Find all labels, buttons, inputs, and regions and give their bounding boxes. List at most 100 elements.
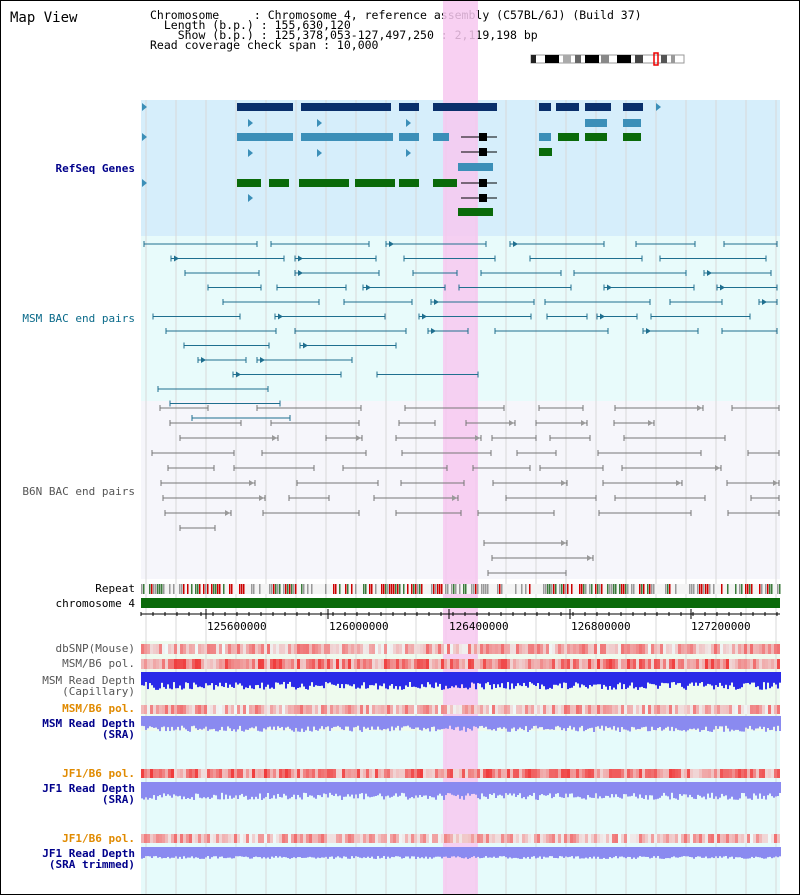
repeat-element — [627, 584, 629, 594]
polymorphism-cell — [258, 834, 261, 843]
polymorphism-cell — [204, 644, 207, 654]
repeat-element — [333, 584, 335, 594]
polymorphism-cell — [504, 644, 507, 654]
polymorphism-cell — [252, 769, 255, 778]
polymorphism-cell — [744, 644, 747, 654]
polymorphism-cell — [483, 705, 486, 714]
read-depth-bar — [457, 672, 459, 688]
polymorphism-cell — [585, 834, 588, 843]
read-depth-bar — [199, 716, 201, 729]
read-depth-bar — [545, 847, 547, 858]
polymorphism-cell — [702, 644, 705, 654]
polymorphism-cell — [207, 834, 210, 843]
ideogram-band — [661, 55, 667, 63]
read-depth-bar — [563, 847, 565, 858]
read-depth-bar — [709, 672, 711, 685]
read-depth-bar — [313, 782, 315, 798]
repeat-element — [289, 584, 291, 594]
read-depth-bar — [755, 782, 757, 796]
polymorphism-cell — [417, 659, 420, 669]
polymorphism-cell — [603, 644, 606, 654]
read-depth-bar — [569, 716, 571, 726]
polymorphism-cell — [282, 705, 285, 714]
read-depth-bar — [227, 672, 229, 688]
polymorphism-cell — [558, 644, 561, 654]
read-depth-bar — [337, 847, 339, 857]
read-depth-bar — [333, 672, 335, 685]
polymorphism-cell — [465, 644, 468, 654]
polymorphism-cell — [303, 659, 306, 669]
read-depth-bar — [679, 847, 681, 858]
read-depth-bar — [405, 782, 407, 797]
read-depth-bar — [589, 847, 591, 858]
read-depth-bar — [201, 716, 203, 730]
polymorphism-cell — [339, 659, 342, 669]
read-depth-bar — [727, 672, 729, 690]
polymorphism-cell — [603, 705, 606, 714]
read-depth-bar — [447, 847, 449, 858]
polymorphism-cell — [534, 834, 537, 843]
polymorphism-cell — [423, 644, 426, 654]
read-depth-bar — [167, 782, 169, 795]
bac-end-arrow — [260, 357, 265, 363]
repeat-element — [751, 584, 753, 594]
polymorphism-cell — [231, 659, 234, 669]
gene-exon-block — [556, 103, 579, 111]
read-depth-bar — [197, 716, 199, 730]
read-depth-bar — [163, 782, 165, 794]
polymorphism-cell — [378, 769, 381, 778]
polymorphism-cell — [714, 659, 717, 669]
read-depth-bar — [263, 672, 265, 690]
polymorphism-cell — [447, 659, 450, 669]
repeat-element — [231, 584, 233, 594]
polymorphism-cell — [351, 769, 354, 778]
polymorphism-cell — [735, 705, 738, 714]
read-depth-bar — [169, 847, 171, 859]
polymorphism-cell — [186, 769, 189, 778]
read-depth-bar — [273, 782, 275, 796]
polymorphism-cell — [222, 834, 225, 843]
polymorphism-cell — [141, 659, 144, 669]
read-depth-bar — [155, 716, 157, 728]
polymorphism-cell — [582, 834, 585, 843]
repeat-element — [441, 584, 443, 594]
polymorphism-cell — [531, 644, 534, 654]
polymorphism-cell — [216, 659, 219, 669]
repeat-element — [563, 584, 565, 594]
track-label-b6n-bac[interactable]: B6N BAC end pairs — [22, 485, 135, 498]
polymorphism-cell — [378, 705, 381, 714]
polymorphism-cell — [420, 644, 423, 654]
polymorphism-cell — [573, 644, 576, 654]
repeat-element — [591, 584, 593, 594]
read-depth-bar — [511, 847, 513, 859]
polymorphism-cell — [435, 644, 438, 654]
read-depth-bar — [349, 782, 351, 797]
polymorphism-cell — [564, 644, 567, 654]
track-label-refseq[interactable]: RefSeq Genes — [55, 162, 135, 175]
read-depth-bar — [447, 716, 449, 729]
read-depth-bar — [233, 847, 235, 859]
polymorphism-cell — [678, 644, 681, 654]
polymorphism-cell — [399, 659, 402, 669]
read-depth-bar — [281, 672, 283, 685]
read-depth-bar — [565, 716, 567, 731]
polymorphism-cell — [180, 644, 183, 654]
read-depth-bar — [173, 716, 175, 731]
polymorphism-cell — [300, 834, 303, 843]
polymorphism-cell — [174, 769, 177, 778]
polymorphism-cell — [357, 705, 360, 714]
polymorphism-cell — [579, 769, 582, 778]
track-label-repeat: Repeat — [95, 582, 135, 595]
polymorphism-cell — [345, 659, 348, 669]
polymorphism-cell — [291, 834, 294, 843]
polymorphism-cell — [495, 659, 498, 669]
polymorphism-cell — [381, 644, 384, 654]
polymorphism-cell — [387, 659, 390, 669]
read-depth-bar — [481, 782, 483, 794]
repeat-element — [223, 584, 225, 594]
polymorphism-cell — [405, 644, 408, 654]
read-depth-bar — [699, 847, 701, 857]
track-label-msm-bac[interactable]: MSM BAC end pairs — [22, 312, 135, 325]
polymorphism-cell — [714, 769, 717, 778]
